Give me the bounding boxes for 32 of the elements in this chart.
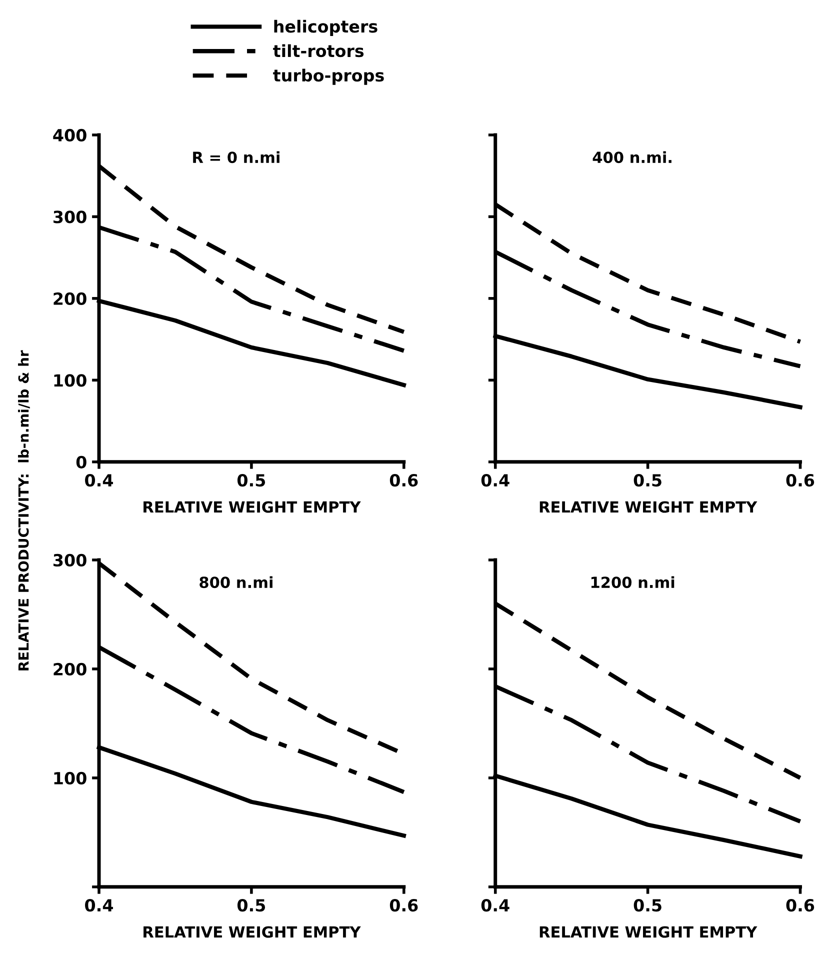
y-tick-label: 100 bbox=[54, 374, 86, 387]
x-axis-title: RELATIVE WEIGHT EMPTY bbox=[144, 926, 361, 938]
x-axis-title: RELATIVE WEIGHT EMPTY bbox=[540, 501, 758, 513]
x-tick-label: 0.5 bbox=[634, 474, 662, 487]
x-tick-label: 0.5 bbox=[634, 898, 662, 912]
y-axis-title: RELATIVE PRODUCTIVITY: lb-n.mi/lb & hr bbox=[18, 350, 30, 670]
x-axis-title: RELATIVE WEIGHT EMPTY bbox=[540, 926, 758, 938]
x-tick-label: 0.6 bbox=[786, 898, 814, 912]
text: R = 0 n.mi bbox=[193, 151, 280, 164]
y-tick-label: 0 bbox=[76, 456, 86, 468]
legend-label: tilt-rotors bbox=[273, 44, 364, 58]
text: 400 n.mi. bbox=[592, 151, 672, 164]
text: 1200 n.mi bbox=[591, 576, 674, 588]
y-tick-label: 200 bbox=[54, 292, 86, 305]
y-tick-label: 400 bbox=[53, 128, 86, 142]
x-tick-label: 0.6 bbox=[390, 898, 418, 912]
text: 800 n.mi bbox=[200, 576, 272, 588]
y-tick-label: 300 bbox=[54, 210, 86, 224]
x-tick-label: 0.4 bbox=[481, 474, 510, 487]
x-tick-label: 0.6 bbox=[786, 474, 814, 487]
y-tick-label: 100 bbox=[54, 772, 86, 784]
legend-label: helicopters bbox=[274, 20, 378, 36]
x-tick-label: 0.4 bbox=[85, 898, 113, 912]
x-tick-label: 0.5 bbox=[237, 898, 266, 912]
x-tick-label: 0.4 bbox=[85, 474, 113, 487]
y-tick-label: 300 bbox=[54, 554, 86, 567]
x-tick-label: 0.6 bbox=[390, 474, 418, 487]
x-tick-label: 0.5 bbox=[237, 474, 266, 487]
x-axis-title: RELATIVE WEIGHT EMPTY bbox=[144, 501, 361, 513]
legend-label: turbo-props bbox=[273, 68, 384, 85]
y-tick-label: 200 bbox=[54, 662, 86, 676]
x-tick-label: 0.4 bbox=[481, 898, 510, 912]
